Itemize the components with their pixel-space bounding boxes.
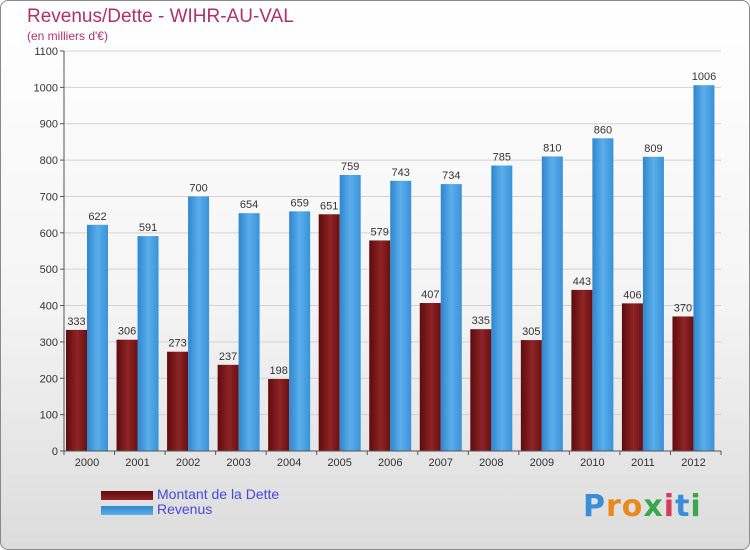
logo-letter: r	[606, 489, 622, 524]
data-label: 743	[392, 167, 410, 179]
bar-dette	[318, 214, 340, 451]
data-label: 305	[522, 326, 540, 338]
bar-revenus	[491, 165, 513, 451]
y-tick-label: 0	[52, 446, 58, 458]
bar-dette	[470, 329, 492, 451]
legend-label-dette: Montant de la Dette	[157, 486, 280, 502]
data-label: 759	[341, 161, 359, 173]
data-label: 734	[442, 170, 460, 182]
x-tick-label: 2008	[479, 457, 503, 469]
bar-dette	[116, 339, 138, 451]
bar-revenus	[642, 156, 664, 451]
bar-revenus	[592, 138, 614, 452]
x-tick-label: 2011	[631, 457, 655, 469]
bar-revenus	[188, 196, 210, 451]
bar-revenus	[541, 156, 563, 452]
x-tick-label: 2002	[176, 457, 200, 469]
y-tick-label: 900	[40, 119, 58, 131]
data-label: 273	[168, 338, 186, 350]
bar-dette	[268, 379, 290, 451]
data-label: 700	[189, 182, 207, 194]
bar-revenus	[339, 175, 361, 451]
data-label: 198	[269, 365, 287, 377]
bar-revenus	[238, 213, 260, 451]
x-tick-label: 2000	[75, 457, 99, 469]
bar-dette	[217, 364, 239, 451]
data-label: 659	[290, 197, 308, 209]
y-tick-label: 800	[40, 155, 58, 167]
data-label: 406	[623, 289, 641, 301]
data-label: 579	[371, 226, 389, 238]
x-tick-label: 2001	[125, 457, 149, 469]
data-label: 335	[472, 315, 490, 327]
data-labels: 333 622 306 591 273 700 237 654 198 659 651 759 579 7…	[67, 71, 716, 377]
bar-dette	[66, 329, 87, 451]
x-tick-label: 2005	[327, 457, 351, 469]
bar-revenus	[390, 180, 412, 451]
x-tick-label: 2009	[530, 457, 554, 469]
bar-revenus	[137, 236, 159, 451]
data-label: 443	[573, 276, 591, 288]
logo-letter: t	[675, 489, 691, 524]
data-label: 810	[543, 142, 561, 154]
data-label: 651	[320, 200, 338, 212]
y-tick-label: 200	[40, 373, 58, 385]
y-tick-label: 300	[40, 337, 58, 349]
bar-dette	[419, 303, 441, 451]
data-label: 654	[240, 199, 258, 211]
data-label: 591	[139, 222, 157, 234]
legend-swatch-dette	[101, 491, 153, 500]
bar-dette	[672, 316, 694, 451]
legend-swatch-revenus	[101, 506, 153, 515]
logo-letter: P	[583, 489, 606, 524]
x-tick-label: 2006	[378, 457, 402, 469]
data-label: 237	[219, 351, 237, 363]
bar-dette	[520, 340, 542, 451]
x-axis: 2000 2001 2002 2003 2004 2005 2006 2007 2008 2009…	[63, 450, 722, 469]
bar-revenus	[87, 224, 108, 451]
y-tick-label: 1100	[34, 46, 58, 58]
y-tick-label: 500	[40, 264, 58, 276]
data-label: 407	[421, 289, 439, 301]
bar-dette	[571, 289, 593, 451]
logo-letter: i	[663, 489, 676, 524]
proxiti-logo: Proxiti	[583, 489, 702, 524]
legend-label-revenus: Revenus	[157, 501, 213, 517]
y-axis: 0 100 200 300 400 500 600 700 800 900 1000 1100	[34, 46, 65, 458]
bar-revenus	[289, 211, 311, 451]
x-tick-label: 2003	[226, 457, 250, 469]
y-tick-label: 700	[40, 191, 58, 203]
logo-letter: x	[643, 489, 664, 524]
data-label: 622	[88, 211, 106, 223]
bar-revenus	[693, 85, 715, 451]
y-tick-label: 600	[40, 228, 58, 240]
bars	[66, 85, 715, 452]
y-tick-label: 400	[40, 301, 58, 313]
x-tick-label: 2012	[681, 457, 705, 469]
y-tick-label: 1000	[34, 82, 58, 94]
data-label: 333	[67, 316, 85, 328]
data-label: 860	[594, 124, 612, 136]
bar-dette	[369, 240, 391, 451]
bar-dette	[621, 303, 643, 451]
x-tick-label: 2010	[580, 457, 604, 469]
bar-dette	[167, 351, 189, 451]
data-label: 306	[118, 326, 136, 338]
data-label: 809	[644, 143, 662, 155]
chart-title: Revenus/Dette - WIHR-AU-VAL	[27, 6, 294, 27]
logo-letter: o	[621, 489, 644, 524]
bar-revenus	[440, 184, 462, 451]
data-label: 370	[674, 302, 692, 314]
logo-letter: i	[690, 489, 702, 524]
x-tick-label: 2007	[429, 457, 453, 469]
chart-subtitle: (en milliers d'€)	[27, 29, 108, 43]
x-tick-label: 2004	[277, 457, 301, 469]
y-tick-label: 100	[40, 410, 58, 422]
data-label: 785	[493, 152, 511, 164]
data-label: 1006	[692, 71, 716, 83]
